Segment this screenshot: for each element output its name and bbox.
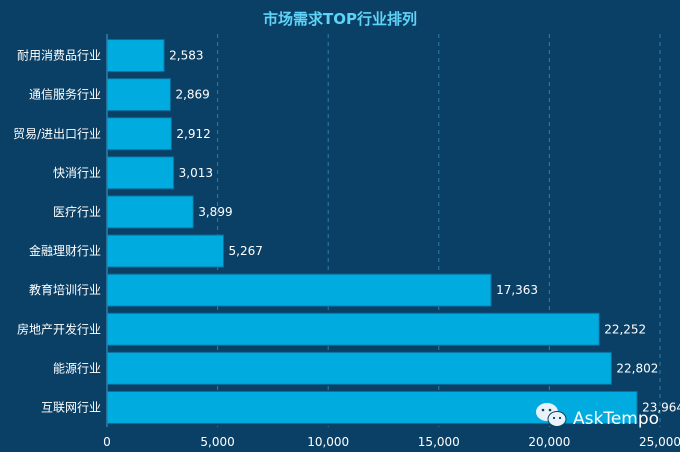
category-label: 通信服务行业: [29, 87, 101, 102]
category-label: 金融理财行业: [29, 243, 101, 258]
bar: [106, 351, 612, 385]
value-label: 22,802: [616, 361, 658, 375]
x-axis-ticks: 0 5,000 10,000 15,000 20,000 25,000: [103, 435, 680, 449]
bar: [106, 273, 492, 307]
value-label: 3,013: [179, 166, 213, 180]
x-tick-label: 25,000: [639, 435, 680, 449]
category-label: 教育培训行业: [29, 282, 101, 297]
category-label: 快消行业: [53, 166, 101, 180]
x-tick-label: 10,000: [307, 435, 349, 449]
value-label: 22,252: [604, 322, 646, 336]
category-labels: 耐用消费品行业通信服务行业贸易/进出口行业快消行业医疗行业金融理财行业教育培训行…: [13, 49, 101, 415]
value-label: 23,964: [642, 400, 680, 414]
value-label: 5,267: [229, 244, 263, 258]
wechat-icon: [536, 403, 567, 427]
watermark-text: AskTempo: [573, 409, 659, 429]
bar: [106, 195, 194, 229]
x-tick-label: 20,000: [528, 435, 570, 449]
x-tick-label: 15,000: [418, 435, 460, 449]
grid-lines: [217, 34, 661, 427]
category-label: 贸易/进出口行业: [13, 127, 101, 141]
category-label: 医疗行业: [53, 205, 101, 219]
value-label: 2,583: [169, 49, 203, 63]
bar: [106, 156, 175, 190]
bar: [106, 312, 600, 346]
x-tick-label: 0: [103, 435, 111, 449]
category-label: 耐用消费品行业: [17, 49, 101, 63]
category-label: 能源行业: [53, 361, 101, 375]
category-label: 互联网行业: [41, 400, 101, 414]
bars: 2,583 2,869 2,912 3,013 3,899 5,267 17,363 22,2…: [106, 39, 680, 424]
category-label: 房地产开发行业: [17, 321, 101, 336]
value-label: 3,899: [198, 205, 232, 219]
value-label: 17,363: [496, 283, 538, 297]
bar: [106, 39, 165, 73]
bar: [106, 117, 172, 151]
chart-title: 市场需求TOP行业排列: [263, 10, 417, 28]
bar: [106, 78, 171, 112]
value-label: 2,869: [175, 88, 209, 102]
watermark: AskTempo: [536, 403, 659, 429]
bar: [106, 234, 225, 268]
value-label: 2,912: [176, 127, 210, 141]
x-tick-label: 5,000: [200, 435, 234, 449]
